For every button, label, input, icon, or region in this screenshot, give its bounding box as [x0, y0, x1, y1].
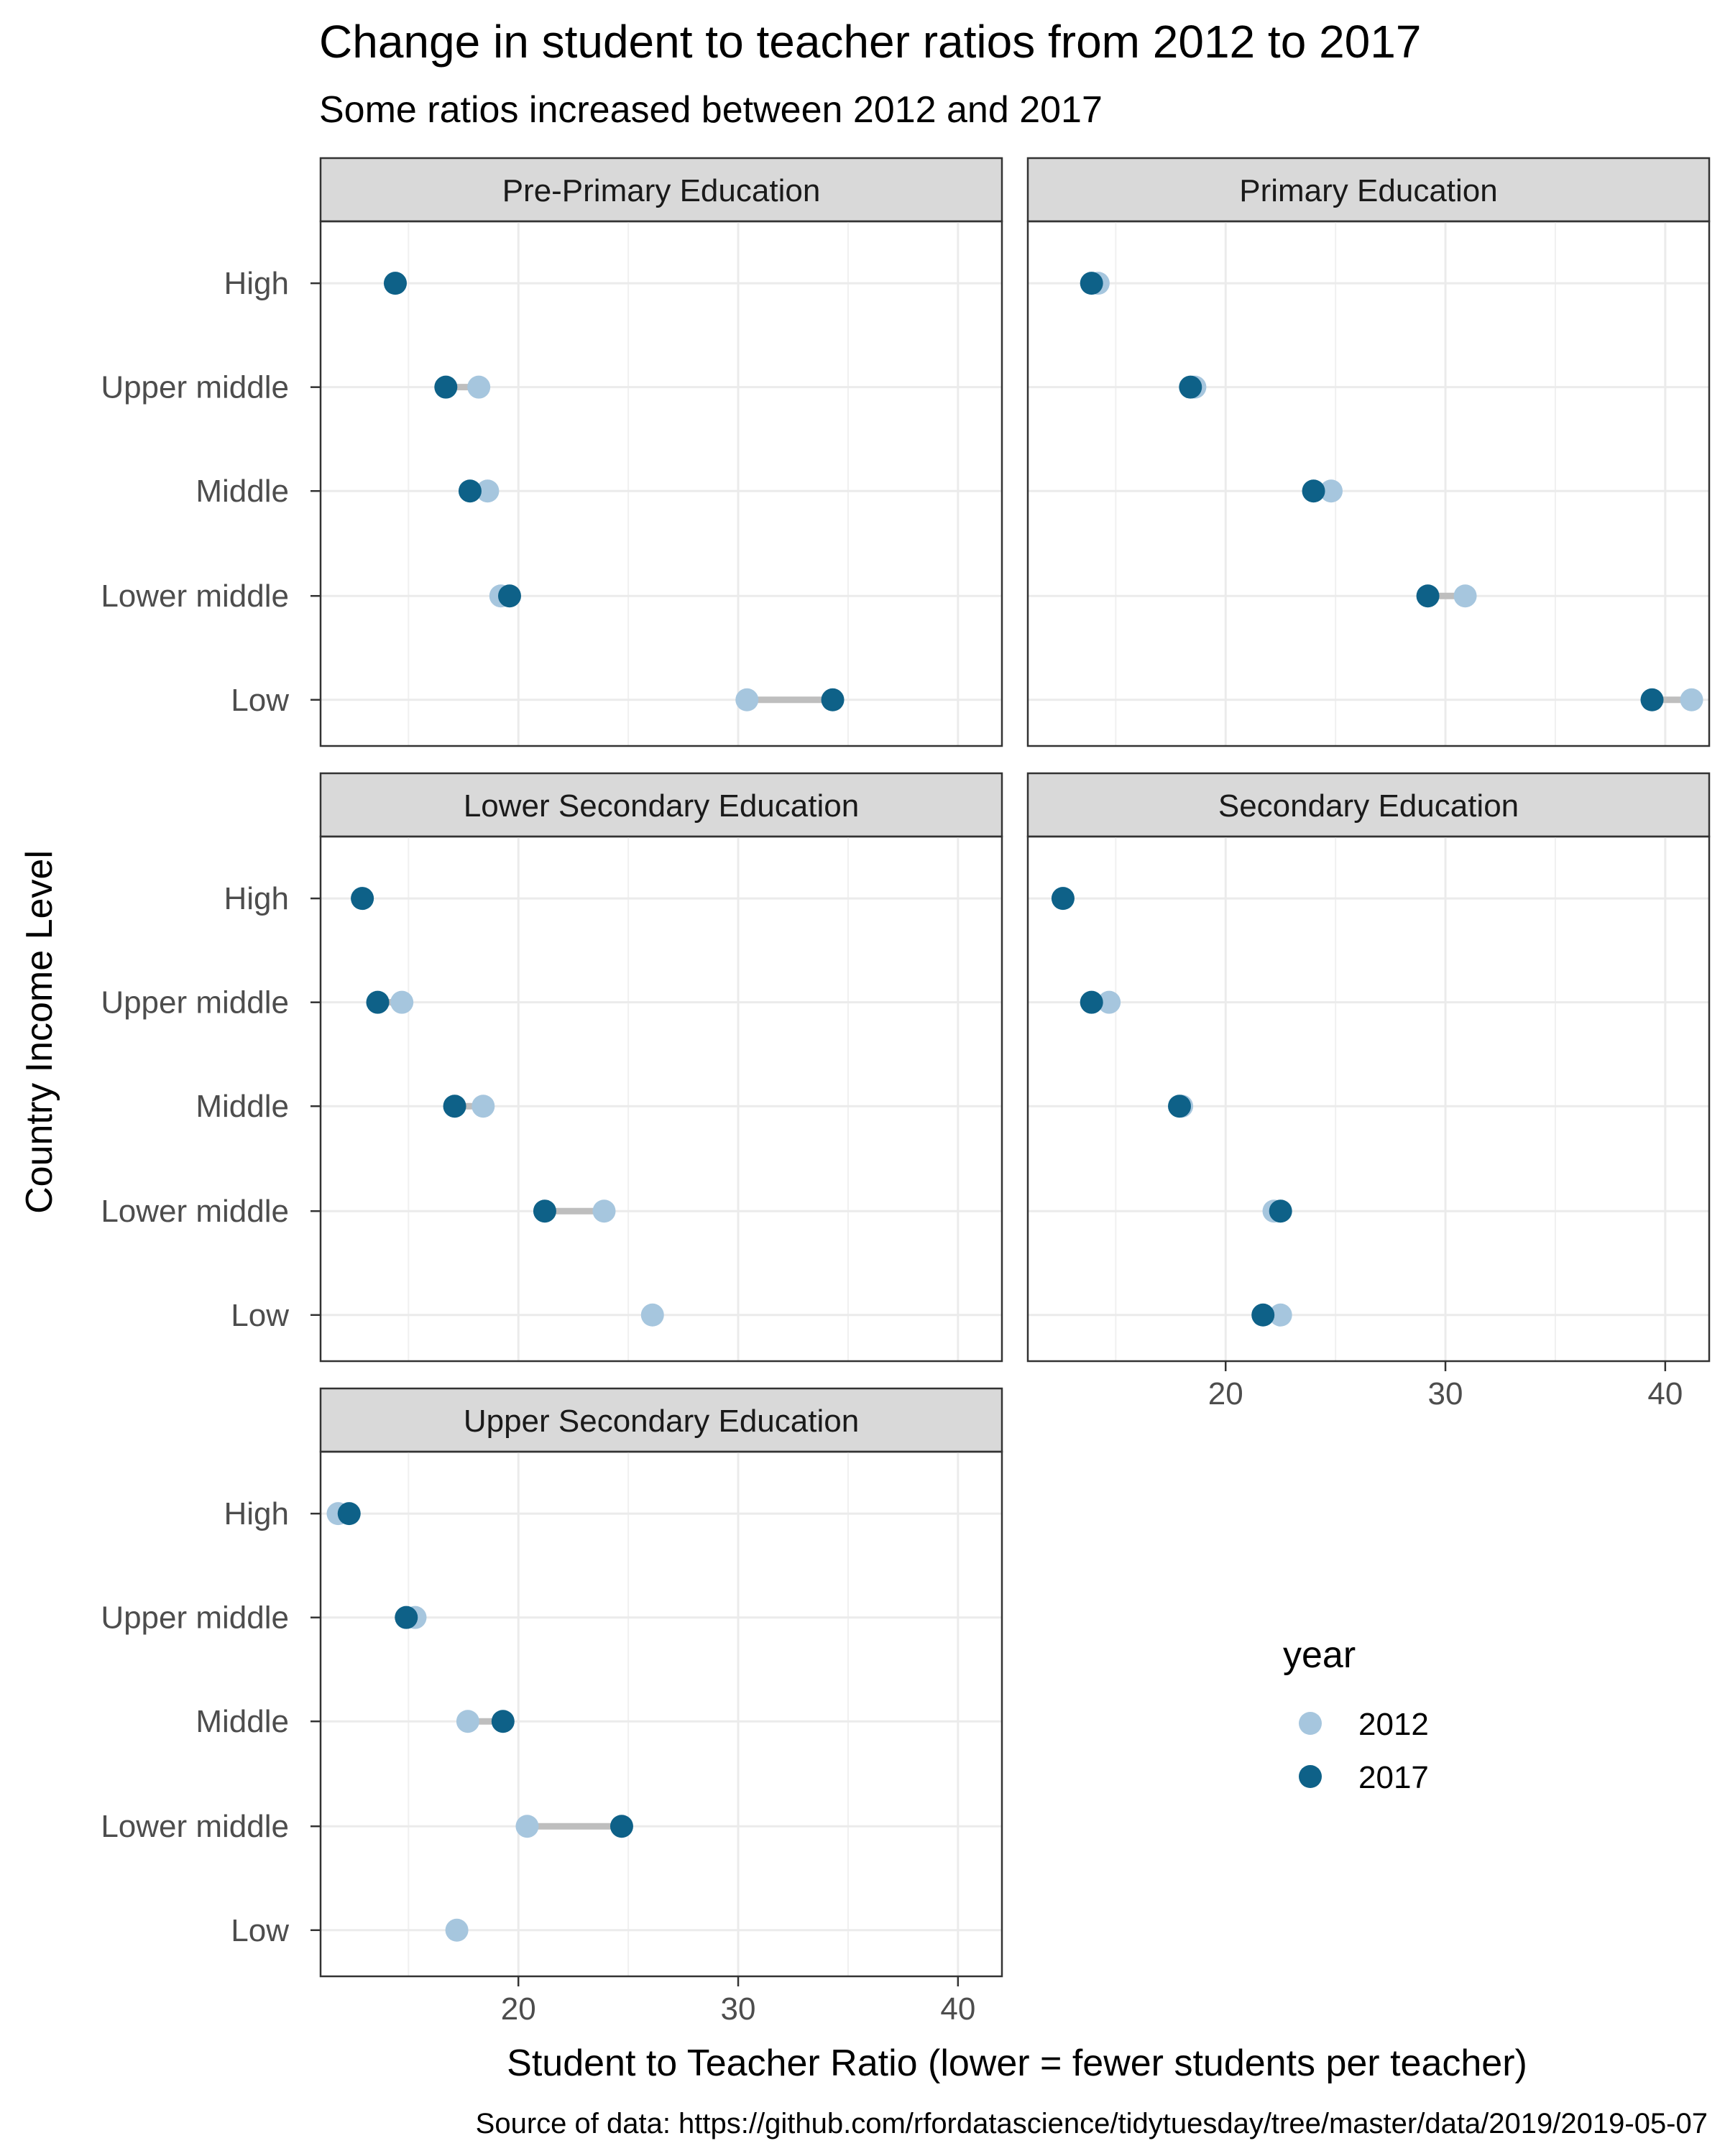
x-tick-label: 30: [1428, 1376, 1463, 1411]
panel-border: [319, 835, 1003, 1363]
point-2017: [383, 272, 407, 295]
point-2017: [1302, 479, 1325, 503]
y-axis-label: Country Income Level: [19, 850, 60, 1214]
facet-strip: [319, 157, 1003, 223]
point-2012: [472, 1095, 495, 1118]
point-2012: [445, 1918, 469, 1942]
point-2012: [735, 688, 759, 711]
point-2017: [821, 688, 845, 711]
point-2017: [434, 375, 458, 399]
facet-panel: Pre-Primary Education High Upper middle Mid…: [101, 157, 1003, 747]
point-2012: [1680, 688, 1703, 711]
y-tick-label: Low: [231, 1913, 289, 1948]
point-2017: [351, 887, 374, 911]
facet-strip: [319, 772, 1003, 838]
facet-strip-label: Upper Secondary Education: [464, 1404, 859, 1439]
point-2017: [491, 1710, 515, 1733]
facet-strip-label: Primary Education: [1239, 173, 1497, 208]
point-2012: [390, 990, 414, 1014]
panel-border: [319, 1450, 1003, 1978]
point-2017: [1416, 584, 1440, 608]
point-2017: [1179, 375, 1202, 399]
y-tick-label: Middle: [196, 1704, 289, 1739]
x-axis-label: Student to Teacher Ratio (lower = fewer …: [507, 2042, 1527, 2084]
chart-title: Change in student to teacher ratios from…: [319, 16, 1421, 68]
facet-panel: Primary Education: [1026, 157, 1711, 747]
y-tick-label: High: [224, 881, 290, 916]
facet-strip-label: Secondary Education: [1218, 788, 1519, 824]
y-tick-label: Middle: [196, 1089, 289, 1124]
y-tick-label: Low: [231, 683, 289, 718]
facet-panel: Secondary Education 20 30 40: [1026, 772, 1711, 1411]
point-2012: [467, 375, 491, 399]
point-2017: [610, 1815, 633, 1838]
point-2012: [456, 1710, 479, 1733]
point-2012: [1269, 1303, 1292, 1327]
panel-border: [319, 220, 1003, 747]
legend-key-2017: [1299, 1765, 1322, 1788]
point-2012: [592, 1199, 616, 1223]
x-tick-label: 30: [721, 1991, 756, 2027]
point-2017: [458, 479, 482, 503]
point-2017: [1080, 990, 1103, 1014]
x-tick-label: 20: [1208, 1376, 1243, 1411]
point-2012: [1098, 990, 1121, 1014]
facet-panel: Lower Secondary Education High Upper middl…: [101, 772, 1003, 1363]
point-2012: [515, 1815, 539, 1838]
x-tick-label: 20: [501, 1991, 536, 2027]
caption: Source of data: https://github.com/rford…: [476, 2108, 1708, 2139]
facet-panels: Pre-Primary Education High Upper middle Mid…: [101, 157, 1711, 2027]
y-tick-label: Low: [231, 1298, 289, 1333]
y-tick-label: Lower middle: [101, 1809, 289, 1844]
point-2017: [1168, 1095, 1192, 1118]
x-tick-label: 40: [940, 1991, 975, 2027]
point-2017: [366, 990, 390, 1014]
legend-label: 2012: [1358, 1707, 1429, 1742]
x-tick-label: 40: [1647, 1376, 1683, 1411]
point-2017: [1269, 1199, 1292, 1223]
legend: year 2012 2017: [1283, 1634, 1429, 1795]
y-tick-label: Middle: [196, 474, 289, 509]
point-2017: [497, 584, 521, 608]
y-tick-label: Upper middle: [101, 1600, 289, 1636]
panel-border: [1026, 835, 1711, 1363]
y-tick-label: Lower middle: [101, 1194, 289, 1229]
point-2012: [1320, 479, 1343, 503]
point-2017: [337, 1502, 361, 1526]
panel-border: [1026, 220, 1711, 747]
point-2012: [476, 479, 500, 503]
point-2012: [640, 1303, 664, 1327]
point-2017: [1251, 1303, 1275, 1327]
facet-strip: [319, 1387, 1003, 1453]
facet-strip-label: Lower Secondary Education: [464, 788, 859, 824]
facet-strip-label: Pre-Primary Education: [502, 173, 821, 208]
legend-title: year: [1283, 1634, 1356, 1676]
point-2017: [1640, 688, 1664, 711]
y-tick-label: Upper middle: [101, 370, 289, 405]
point-2017: [533, 1199, 556, 1223]
facet-strip: [1026, 772, 1711, 838]
y-tick-label: High: [224, 266, 290, 301]
y-tick-label: High: [224, 1496, 290, 1531]
point-2017: [395, 1606, 418, 1629]
legend-key-2012: [1299, 1712, 1322, 1735]
legend-label: 2017: [1358, 1760, 1429, 1795]
point-2017: [1051, 887, 1075, 911]
y-tick-label: Upper middle: [101, 985, 289, 1021]
y-tick-label: Lower middle: [101, 579, 289, 614]
point-2012: [1453, 584, 1477, 608]
chart-subtitle: Some ratios increased between 2012 and 2…: [319, 89, 1103, 131]
point-2017: [443, 1095, 466, 1118]
facet-panel: Upper Secondary Education High Upper middl…: [101, 1387, 1003, 2027]
point-2017: [1080, 272, 1103, 295]
